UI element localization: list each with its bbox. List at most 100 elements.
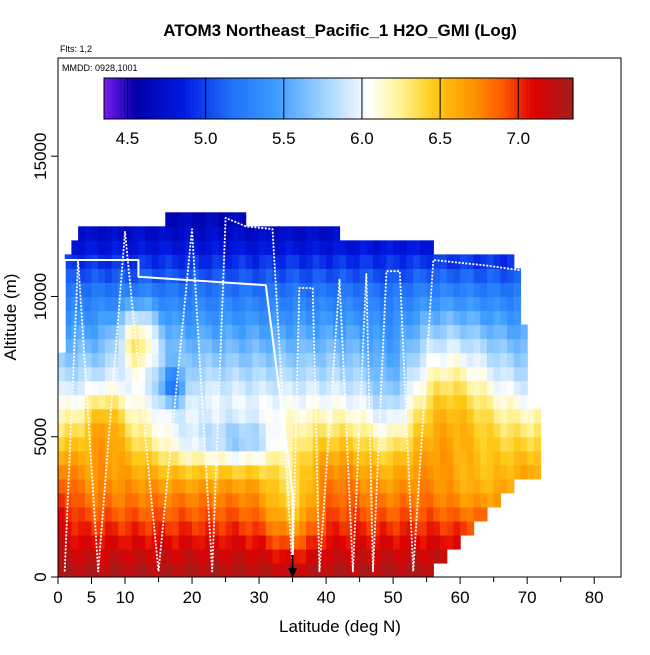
heat-cell (225, 408, 233, 424)
heat-cell (359, 268, 367, 284)
heat-cell (259, 352, 267, 368)
heat-cell (158, 324, 166, 340)
heat-cell (118, 226, 126, 241)
heat-cell (272, 422, 280, 438)
heat-cell (373, 450, 381, 466)
heat-cell (98, 226, 106, 241)
heat-cell (419, 352, 428, 368)
heat-cell (419, 240, 428, 255)
heat-cell (473, 478, 481, 494)
heat-cell (279, 506, 287, 522)
heat-cell (305, 296, 314, 312)
heat-cell (131, 408, 140, 424)
heat-cell (379, 478, 388, 494)
heat-cell (245, 478, 253, 494)
heat-cell (84, 324, 93, 340)
heat-cell (473, 450, 481, 466)
heat-cell (238, 534, 247, 550)
heat-cell (238, 212, 247, 227)
colorbar-segment (295, 78, 301, 119)
heat-cell (326, 548, 334, 564)
heat-cell (339, 422, 347, 438)
heat-cell (305, 394, 314, 410)
heat-cell (185, 478, 193, 494)
heat-cell (346, 338, 354, 354)
heat-cell (453, 520, 461, 536)
heat-cell (192, 436, 200, 452)
heat-cell (399, 324, 408, 340)
heat-cell (440, 296, 448, 312)
heat-cell (158, 282, 166, 298)
heat-cell (466, 520, 475, 536)
heat-cell (91, 254, 99, 270)
heat-cell (212, 408, 220, 424)
heat-cell (393, 408, 401, 424)
heat-cell (192, 338, 200, 354)
heat-cell (259, 380, 267, 396)
heat-cell (433, 450, 441, 466)
heat-cell (533, 450, 542, 466)
heat-cell (279, 310, 287, 326)
heat-cell (393, 352, 401, 368)
heat-cell (212, 394, 220, 410)
heat-cell (527, 408, 535, 424)
heat-cell (252, 366, 260, 382)
heat-cell (212, 534, 220, 550)
heat-cell (446, 254, 455, 270)
heat-cell (326, 478, 334, 494)
heat-cell (218, 352, 227, 368)
heat-cell (319, 282, 327, 298)
colorbar-segment (471, 78, 476, 119)
heat-cell (171, 310, 180, 326)
heat-cell (232, 352, 240, 368)
heat-cell (245, 240, 253, 255)
heat-cell (165, 562, 173, 577)
heat-cell (58, 366, 66, 382)
heat-cell (71, 562, 79, 577)
heat-cell (131, 450, 140, 466)
heat-cell (386, 254, 394, 270)
colorbar-segment (291, 78, 297, 119)
heat-cell (111, 436, 119, 452)
heat-cell (145, 394, 153, 410)
heat-cell (332, 240, 341, 255)
heat-cell (225, 534, 233, 550)
heat-cell (185, 548, 193, 564)
heat-cell (366, 436, 374, 452)
heat-cell (352, 366, 361, 382)
heat-cell (426, 324, 434, 340)
heat-cell (212, 506, 220, 522)
heat-cell (98, 548, 106, 564)
heat-cell (446, 408, 455, 424)
heat-cell (500, 296, 508, 312)
heat-cell (453, 380, 461, 396)
heat-cell (305, 240, 314, 255)
heat-cell (406, 562, 414, 577)
heat-cell (440, 478, 448, 494)
heat-cell (305, 226, 314, 241)
heat-cell (165, 352, 173, 368)
heat-cell (433, 464, 441, 480)
heat-cell (185, 338, 193, 354)
y-tick-label: 10000 (31, 273, 50, 320)
heat-cell (145, 380, 153, 396)
heat-cell (460, 450, 468, 466)
heat-cell (165, 338, 173, 354)
heat-cell (192, 296, 200, 312)
heat-cell (359, 408, 367, 424)
heat-cell (426, 436, 434, 452)
heat-cell (493, 338, 501, 354)
heat-cell (111, 492, 119, 508)
heat-cell (305, 380, 314, 396)
heat-cell (98, 394, 106, 410)
heat-cell (319, 436, 327, 452)
heat-cell (527, 450, 535, 466)
heat-cell (480, 296, 488, 312)
heat-cell (178, 282, 186, 298)
heat-cell (238, 506, 247, 522)
colorbar-segment (401, 78, 406, 119)
heat-cell (339, 520, 347, 536)
heat-cell (399, 534, 408, 550)
heat-cell (346, 296, 354, 312)
